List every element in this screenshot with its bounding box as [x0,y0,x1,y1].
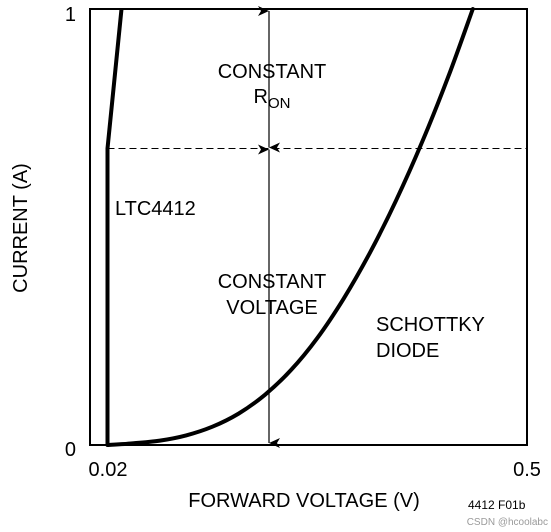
plot-frame [89,8,528,446]
figure-id-label: 4412 F01b [468,498,526,512]
y-tick-label-1: 1 [65,4,76,26]
constant-ron-label-line2: RON [254,86,291,112]
schottky-label-line2: DIODE [376,340,439,362]
ltc4412-series-label: LTC4412 [115,198,196,220]
constant-ron-label-line1: CONSTANT [218,61,327,83]
series-ltc4412-line [105,8,124,445]
x-tick-label-1: 0.5 [513,459,541,481]
y-axis-label: CURRENT (A) [10,163,32,293]
series-schottky-line [105,7,475,447]
constant-voltage-label-line2: VOLTAGE [226,297,318,319]
x-axis-label: FORWARD VOLTAGE (V) [188,490,420,512]
x-tick-label-0: 0.02 [89,459,128,481]
constant-voltage-label-line1: CONSTANT [218,271,327,293]
watermark-text: CSDN @hcoolabc [467,517,548,528]
y-tick-label-0: 0 [65,439,76,461]
schottky-label-line1: SCHOTTKY [376,314,485,336]
